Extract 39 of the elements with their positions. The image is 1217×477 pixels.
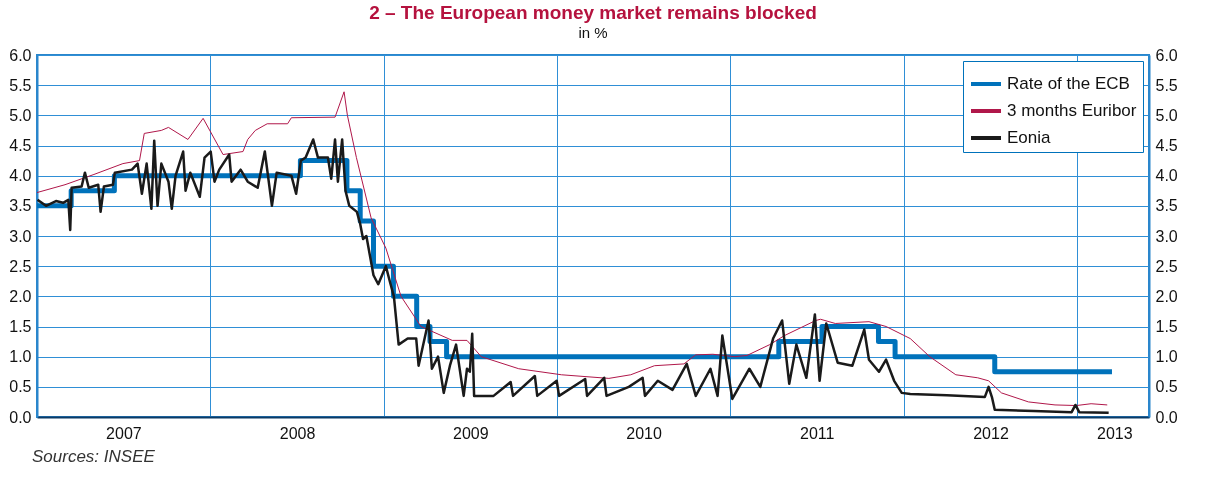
legend-label: 3 months Euribor (1007, 101, 1137, 120)
y2-tick-label: 4.0 (1155, 167, 1178, 185)
y2-tick-label: 2.0 (1155, 287, 1178, 305)
y2-tick-label: 3.0 (1155, 227, 1178, 245)
x-tick-label: 2013 (1097, 424, 1133, 442)
x-tick-label: 2009 (453, 424, 489, 442)
y2-tick-label: 5.5 (1155, 76, 1178, 94)
y-tick-label: 5.0 (9, 106, 32, 124)
y-tick-label: 5.5 (9, 76, 32, 94)
x-tick-label: 2008 (279, 424, 316, 442)
y2-tick-label: 5.0 (1155, 106, 1178, 124)
y-tick-label: 3.5 (9, 197, 32, 215)
y2-tick-label: 1.5 (1155, 318, 1178, 335)
y-tick-label: 1.5 (9, 318, 32, 335)
chart-title: 2 – The European money market remains blocked (369, 2, 817, 23)
y2-tick-label: 0.0 (1155, 408, 1178, 426)
y-tick-label: 2.0 (9, 287, 32, 305)
x-tick-label: 2010 (626, 424, 662, 442)
y-tick-label: 4.5 (9, 137, 32, 154)
y-tick-label: 1.0 (9, 348, 32, 366)
y-tick-label: 0.5 (9, 378, 32, 396)
y2-tick-label: 0.5 (1155, 378, 1178, 396)
y2-tick-label: 6.0 (1155, 46, 1178, 64)
y-tick-label: 3.0 (9, 227, 32, 245)
legend-label: Eonia (1007, 128, 1052, 147)
x-tick-label: 2012 (973, 424, 1009, 442)
y-tick-label: 4.0 (9, 167, 32, 185)
y-tick-label: 0.0 (9, 408, 32, 426)
source-note: Sources: INSEE (32, 447, 156, 467)
chart-subtitle: in % (578, 24, 608, 41)
x-tick-label: 2011 (800, 424, 835, 442)
y2-tick-label: 4.5 (1155, 137, 1178, 154)
y2-tick-label: 1.0 (1155, 348, 1178, 366)
y2-tick-label: 2.5 (1155, 257, 1178, 275)
x-tick-label: 2007 (106, 424, 142, 442)
legend-label: Rate of the ECB (1007, 74, 1130, 93)
y-tick-label: 2.5 (9, 257, 32, 275)
y-tick-label: 6.0 (9, 46, 32, 64)
y2-tick-label: 3.5 (1155, 197, 1178, 215)
